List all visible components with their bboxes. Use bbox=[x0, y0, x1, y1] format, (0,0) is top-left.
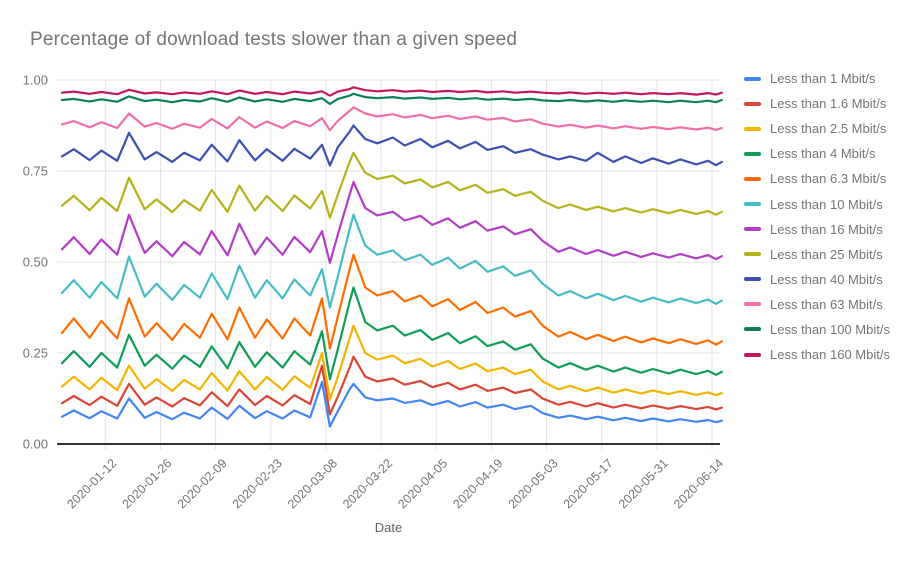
x-axis-title: Date bbox=[374, 520, 403, 535]
legend-label: Less than 160 Mbit/s bbox=[770, 347, 890, 363]
legend-swatch bbox=[744, 151, 761, 156]
legend-item: Less than 40 Mbit/s bbox=[744, 267, 890, 292]
y-tick-label: 0.75 bbox=[23, 164, 48, 179]
series-line-less-than-2.5-mbit-s bbox=[60, 324, 723, 401]
legend-label: Less than 63 Mbit/s bbox=[770, 296, 883, 312]
legend-swatch bbox=[744, 352, 761, 357]
series-line-less-than-63-mbit-s bbox=[60, 106, 723, 132]
x-tick-label: 2020-02-23 bbox=[230, 456, 285, 511]
legend-label: Less than 1.6 Mbit/s bbox=[770, 96, 887, 112]
x-tick-label: 2020-04-05 bbox=[395, 456, 450, 511]
y-tick-label: 0.50 bbox=[23, 255, 48, 270]
series-line-less-than-16-mbit-s bbox=[60, 180, 723, 264]
series-line-less-than-40-mbit-s bbox=[60, 124, 723, 167]
x-tick-label: 2020-05-31 bbox=[616, 456, 671, 511]
y-tick-label: 0.25 bbox=[23, 346, 48, 361]
legend-label: Less than 2.5 Mbit/s bbox=[770, 121, 887, 137]
x-tick-label: 2020-02-09 bbox=[175, 456, 230, 511]
legend-item: Less than 63 Mbit/s bbox=[744, 292, 890, 317]
x-tick-label: 2020-06-14 bbox=[671, 456, 726, 511]
legend-label: Less than 16 Mbit/s bbox=[770, 221, 883, 237]
legend-item: Less than 100 Mbit/s bbox=[744, 317, 890, 342]
legend-item: Less than 1.6 Mbit/s bbox=[744, 91, 890, 116]
y-tick-label: 1.00 bbox=[23, 73, 48, 88]
legend-item: Less than 4 Mbit/s bbox=[744, 141, 890, 166]
legend-item: Less than 6.3 Mbit/s bbox=[744, 166, 890, 191]
legend-item: Less than 2.5 Mbit/s bbox=[744, 116, 890, 141]
legend-label: Less than 6.3 Mbit/s bbox=[770, 171, 887, 187]
chart-title: Percentage of download tests slower than… bbox=[30, 29, 518, 50]
legend-item: Less than 1 Mbit/s bbox=[744, 66, 890, 91]
legend: Less than 1 Mbit/s Less than 1.6 Mbit/s Le… bbox=[744, 66, 890, 367]
x-tick-label: 2020-03-08 bbox=[285, 456, 340, 511]
legend-swatch bbox=[744, 277, 761, 282]
legend-swatch bbox=[744, 327, 761, 332]
x-tick-label: 2020-05-17 bbox=[561, 456, 616, 511]
series-line-less-than-1-mbit-s bbox=[60, 381, 723, 428]
legend-label: Less than 4 Mbit/s bbox=[770, 146, 876, 162]
series-line-less-than-10-mbit-s bbox=[60, 213, 723, 309]
legend-item: Less than 25 Mbit/s bbox=[744, 242, 890, 267]
series-line-less-than-4-mbit-s bbox=[60, 286, 723, 381]
legend-label: Less than 10 Mbit/s bbox=[770, 196, 883, 212]
x-tick-label: 2020-05-03 bbox=[506, 456, 561, 511]
series-line-less-than-6.3-mbit-s bbox=[60, 253, 723, 350]
x-tick-label: 2020-01-12 bbox=[64, 456, 119, 511]
legend-item: Less than 10 Mbit/s bbox=[744, 191, 890, 216]
legend-swatch bbox=[744, 202, 761, 207]
x-tick-label: 2020-03-22 bbox=[340, 456, 395, 511]
legend-swatch bbox=[744, 227, 761, 232]
legend-swatch bbox=[744, 126, 761, 131]
series-line-less-than-25-mbit-s bbox=[60, 151, 723, 219]
legend-label: Less than 40 Mbit/s bbox=[770, 271, 883, 287]
legend-label: Less than 100 Mbit/s bbox=[770, 321, 890, 337]
legend-item: Less than 16 Mbit/s bbox=[744, 217, 890, 242]
legend-label: Less than 1 Mbit/s bbox=[770, 71, 876, 87]
legend-swatch bbox=[744, 302, 761, 307]
legend-swatch bbox=[744, 76, 761, 81]
legend-swatch bbox=[744, 176, 761, 181]
legend-swatch bbox=[744, 101, 761, 106]
series-line-less-than-160-mbit-s bbox=[60, 86, 723, 97]
legend-item: Less than 160 Mbit/s bbox=[744, 342, 890, 367]
x-tick-label: 2020-04-19 bbox=[450, 456, 505, 511]
x-tick-label: 2020-01-26 bbox=[119, 456, 174, 511]
series-line-less-than-1.6-mbit-s bbox=[60, 355, 723, 416]
series-line-less-than-100-mbit-s bbox=[60, 92, 723, 106]
legend-swatch bbox=[744, 252, 761, 257]
y-tick-label: 0.00 bbox=[23, 437, 48, 452]
legend-label: Less than 25 Mbit/s bbox=[770, 246, 883, 262]
